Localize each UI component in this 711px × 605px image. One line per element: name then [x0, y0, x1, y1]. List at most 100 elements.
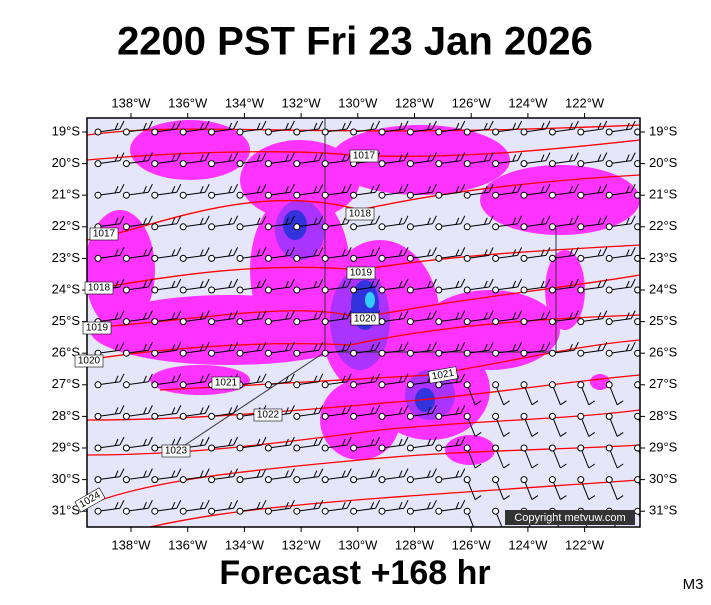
- barb-flag: [204, 215, 210, 225]
- barb-flag: [455, 344, 460, 352]
- barb-shaft: [438, 160, 461, 165]
- station: [520, 318, 528, 326]
- lon-label: 122°W: [565, 537, 605, 552]
- barb-shaft: [183, 476, 206, 481]
- barb-shaft: [325, 381, 348, 386]
- barb-flag: [573, 247, 579, 256]
- barb-shaft: [467, 191, 490, 196]
- barb-flag: [455, 470, 460, 478]
- barb-flag: [375, 436, 381, 446]
- barb-shaft: [97, 412, 121, 417]
- barb-flag: [233, 436, 239, 446]
- barb-flag: [488, 247, 494, 256]
- barb-flag: [346, 405, 352, 414]
- isobar-label-text: 1018: [88, 283, 111, 294]
- barb-flag: [531, 463, 539, 469]
- barb-flag: [228, 217, 233, 225]
- station: [463, 318, 471, 326]
- barb-flag: [171, 502, 176, 510]
- barb-flag: [426, 438, 431, 447]
- station: [94, 191, 102, 199]
- barb-shaft: [580, 479, 590, 500]
- barb-shaft: [467, 254, 490, 259]
- barb-shaft: [126, 286, 149, 291]
- station: [463, 507, 471, 515]
- station: [492, 507, 500, 515]
- station: [321, 318, 329, 326]
- barb-flag: [568, 280, 573, 289]
- barb-flag: [474, 495, 482, 501]
- station: [378, 254, 386, 262]
- barb-flag: [284, 122, 289, 131]
- station: [179, 412, 187, 420]
- station: [179, 381, 187, 389]
- model-label: M3: [683, 576, 704, 593]
- barb-flag: [114, 217, 119, 225]
- barb-flag: [460, 215, 466, 225]
- barb-shaft: [296, 286, 319, 291]
- barb-flag: [284, 502, 289, 510]
- barb-shaft: [381, 412, 405, 417]
- barb-flag: [341, 438, 346, 447]
- barb-flag: [616, 495, 624, 501]
- barb-flag: [646, 401, 652, 405]
- barb-flag: [573, 278, 579, 288]
- barb-shaft: [438, 381, 461, 386]
- barb-flag: [142, 407, 147, 415]
- lat-label: 24°S: [52, 281, 81, 296]
- station: [548, 444, 556, 452]
- station: [208, 476, 216, 484]
- barb-shaft: [183, 160, 206, 165]
- station: [577, 349, 585, 357]
- barb-flag: [455, 154, 460, 162]
- barb-flag: [233, 152, 239, 161]
- station: [548, 412, 556, 420]
- lat-label: 26°S: [52, 345, 81, 360]
- barb-flag: [341, 154, 346, 162]
- station: [236, 444, 244, 452]
- barb-shaft: [381, 128, 405, 133]
- barb-shaft: [353, 286, 376, 291]
- barb-flag: [426, 280, 431, 289]
- barb-flag: [588, 463, 596, 469]
- station: [548, 381, 556, 389]
- barb-shaft: [523, 191, 547, 196]
- barb-shaft: [126, 191, 149, 196]
- station: [520, 254, 528, 262]
- barb-flag: [284, 217, 289, 225]
- barb-shaft: [211, 286, 234, 291]
- isobar-labels: 1017 1018 1017 1019 1018 1019 1020 1020 1021 1021…: [74, 149, 459, 513]
- lon-label: 122°W: [565, 95, 605, 110]
- barb-flag: [289, 499, 295, 509]
- barb-flag: [341, 502, 346, 510]
- barb-flag: [398, 217, 403, 225]
- barb-flag: [318, 405, 324, 414]
- lat-label: 25°S: [649, 313, 678, 328]
- barb-flag: [630, 215, 636, 225]
- station: [492, 191, 500, 199]
- barb-flag: [171, 280, 176, 289]
- barb-flag: [346, 183, 352, 193]
- station: [378, 507, 386, 515]
- barb-flag: [313, 375, 318, 383]
- station: [520, 444, 528, 452]
- barb-flag: [560, 495, 567, 501]
- barb-flag: [228, 122, 233, 131]
- station: [179, 507, 187, 515]
- barb-flag: [512, 186, 517, 194]
- barb-flag: [370, 407, 375, 415]
- barb-flag: [460, 183, 466, 193]
- lon-label: 126°W: [452, 95, 492, 110]
- station: [435, 412, 443, 420]
- isobar-label-text: 1022: [257, 410, 280, 421]
- barb-flag: [204, 247, 210, 256]
- barb-flag: [426, 312, 431, 320]
- isobar-label-box: [345, 207, 375, 221]
- lon-label: 124°W: [508, 95, 548, 110]
- barb-flag: [341, 312, 346, 320]
- barb-flag: [602, 183, 608, 193]
- barb-flag: [460, 120, 466, 130]
- barb-flag: [370, 438, 375, 447]
- barb-shaft: [381, 318, 405, 323]
- barb-flag: [199, 375, 204, 383]
